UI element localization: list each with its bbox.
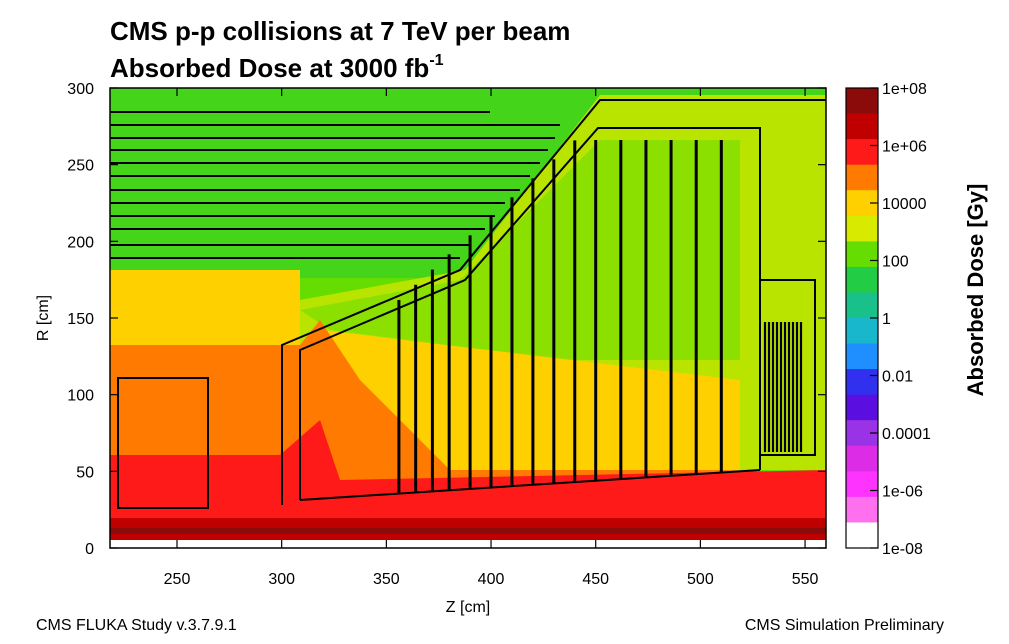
colorbar-tick-label: 0.01 (882, 369, 913, 386)
colorbar-swatch (846, 164, 878, 191)
colorbar-swatch (846, 139, 878, 166)
colorbar-swatch (846, 292, 878, 319)
detector-outlines (110, 99, 826, 509)
x-tick-label: 400 (478, 571, 505, 588)
colorbar-tick-label: 1e-08 (882, 541, 923, 558)
colorbar-swatch (846, 522, 878, 549)
y-tick-label: 250 (67, 158, 94, 175)
colorbar-swatch (846, 496, 878, 523)
region-beampipe (110, 540, 826, 548)
colorbar-swatch (846, 445, 878, 472)
colorbar-tick-label: 100 (882, 254, 909, 271)
y-tick-label: 150 (67, 311, 94, 328)
colorbar-swatch (846, 215, 878, 242)
chart-title-superscript: -1 (429, 52, 443, 69)
x-tick-label: 250 (164, 571, 191, 588)
y-tick-label: 300 (67, 81, 94, 98)
x-axis: 250 300 350 400 450 500 550 (164, 88, 819, 588)
x-tick-label: 550 (792, 571, 819, 588)
y-axis: 0 50 100 150 200 250 300 (67, 81, 826, 558)
colorbar-tick-label: 10000 (882, 196, 927, 213)
colorbar-swatch (846, 88, 878, 115)
chart-title-line1: CMS p-p collisions at 7 TeV per beam (110, 16, 570, 46)
x-tick-label: 500 (687, 571, 714, 588)
x-tick-label: 450 (582, 571, 609, 588)
x-tick-label: 300 (268, 571, 295, 588)
region-red (110, 420, 826, 548)
colorbar-swatch (846, 471, 878, 498)
colorbar-tick-label: 1 (882, 311, 891, 328)
colorbar-swatch (846, 369, 878, 396)
colorbar-swatch (846, 343, 878, 370)
colorbar-swatch (846, 266, 878, 293)
plot-area (109, 87, 827, 549)
colorbar-swatch (846, 394, 878, 421)
colorbar-tick-label: 1e+06 (882, 139, 927, 156)
colorbar-swatch (846, 241, 878, 268)
colorbar-tick-label: 1e+08 (882, 81, 927, 98)
chart-title-line2: Absorbed Dose at 3000 fb-1 (110, 52, 444, 83)
y-tick-label: 0 (85, 541, 94, 558)
colorbar-tick-label: 1e-06 (882, 484, 923, 501)
chart-title-line2-main: Absorbed Dose at 3000 fb (110, 53, 429, 83)
endcap-stripes (397, 140, 803, 493)
x-axis-label: Z [cm] (446, 599, 490, 616)
y-tick-label: 200 (67, 234, 94, 251)
x-tick-label: 350 (373, 571, 400, 588)
colorbar-swatch (846, 113, 878, 140)
region-beamline-core (110, 528, 826, 534)
colorbar-tick-label: 0.0001 (882, 426, 931, 443)
colorbar-swatch (846, 318, 878, 345)
dose-regions (110, 88, 826, 548)
colorbar: 1e+08 1e+06 10000 100 1 0.01 0.0001 1e-06 1e-08 (845, 81, 931, 558)
y-tick-label: 100 (67, 388, 94, 405)
footer-study-label: CMS FLUKA Study v.3.7.9.1 (36, 617, 237, 634)
footer-preliminary-label: CMS Simulation Preliminary (745, 617, 944, 634)
colorbar-label: Absorbed Dose [Gy] (963, 184, 988, 397)
y-axis-label: R [cm] (35, 295, 52, 341)
y-tick-label: 50 (76, 464, 94, 481)
region-endcap-mid (300, 140, 740, 360)
region-yellow-left (110, 270, 300, 345)
